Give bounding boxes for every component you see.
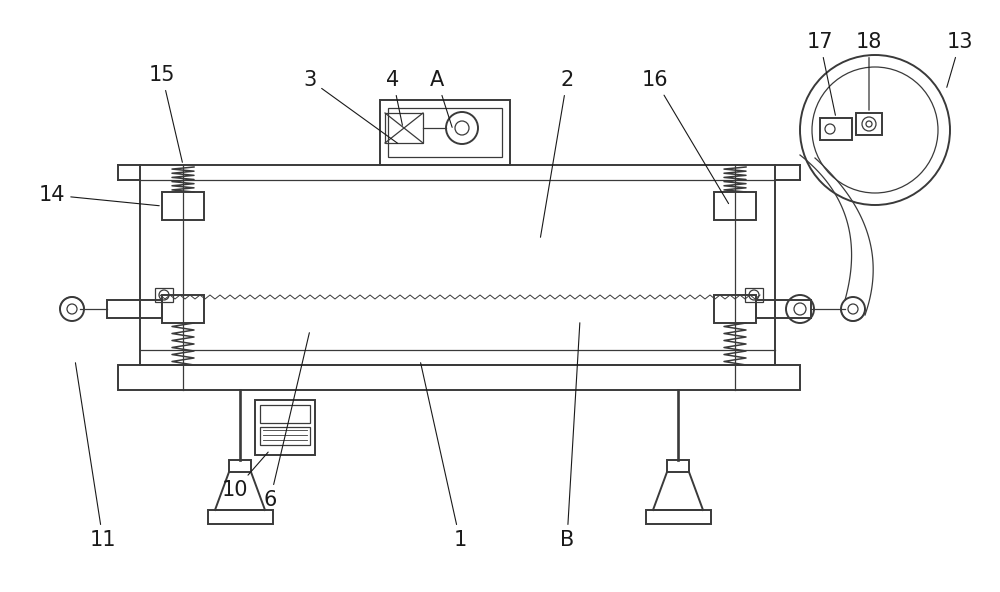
Bar [208, 510, 273, 524]
Bar [107, 300, 162, 318]
Text: 6: 6 [263, 333, 309, 510]
Bar [714, 192, 756, 220]
Bar [756, 300, 811, 318]
Bar [714, 295, 756, 323]
Bar [229, 460, 251, 472]
Text: 2: 2 [540, 70, 574, 237]
Bar [745, 288, 763, 302]
Text: 13: 13 [947, 32, 973, 88]
Text: 14: 14 [39, 185, 159, 206]
Text: 11: 11 [75, 363, 116, 550]
Text: A: A [430, 70, 452, 127]
Text: 18: 18 [856, 32, 882, 110]
Bar [260, 427, 310, 445]
Text: 16: 16 [642, 70, 729, 204]
Bar [856, 113, 882, 135]
Text: 4: 4 [386, 70, 402, 126]
Bar [646, 510, 711, 524]
Bar [388, 108, 502, 157]
Bar [118, 365, 800, 390]
Text: 17: 17 [807, 32, 835, 115]
Bar [820, 118, 852, 140]
Text: 3: 3 [303, 70, 398, 143]
Text: 1: 1 [421, 363, 467, 550]
Bar [385, 113, 423, 143]
Bar [667, 460, 689, 472]
Bar [140, 165, 775, 365]
Text: 10: 10 [222, 452, 268, 500]
Bar [155, 288, 173, 302]
Bar [255, 400, 315, 455]
Bar [380, 100, 510, 165]
Bar [260, 405, 310, 423]
Text: B: B [560, 323, 580, 550]
Text: 15: 15 [149, 65, 182, 162]
Bar [162, 295, 204, 323]
Bar [162, 192, 204, 220]
